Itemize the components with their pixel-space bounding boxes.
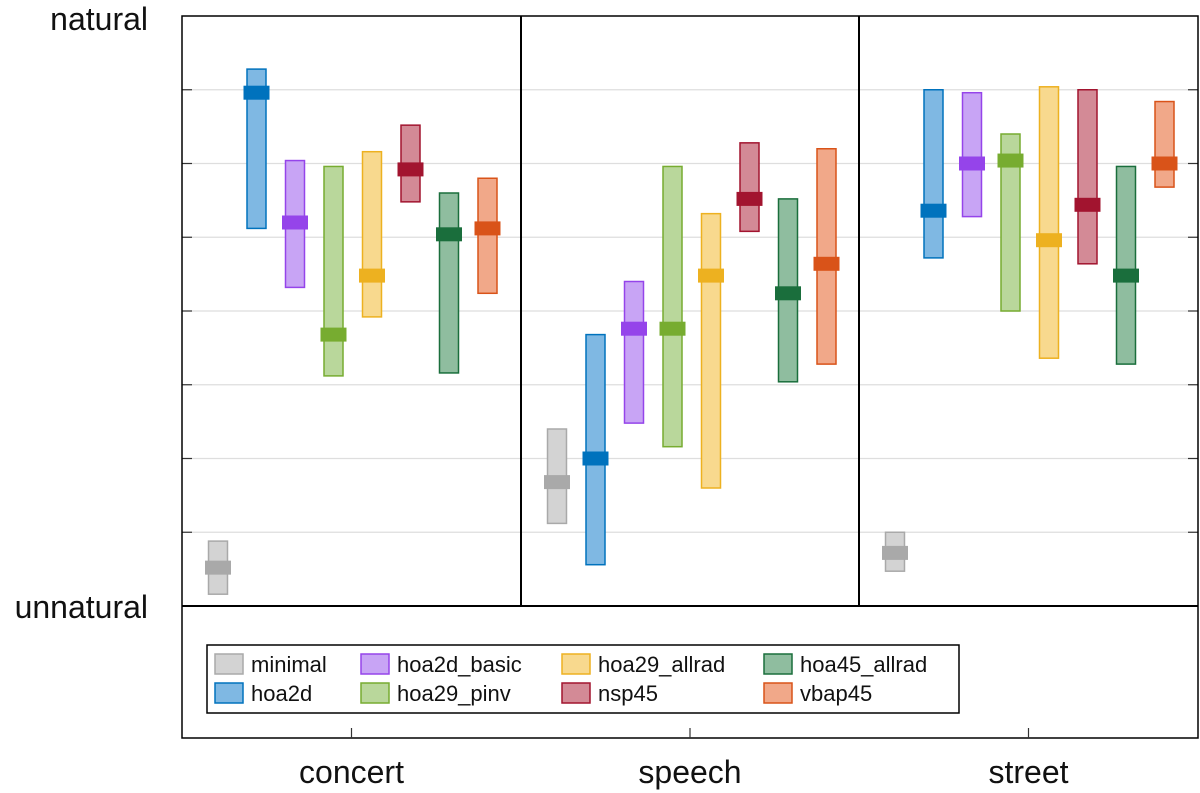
legend-swatch-nsp45 [561, 682, 591, 704]
range-bar-vbap45-concert [477, 177, 498, 295]
median-mark-vbap45-concert [474, 221, 501, 236]
range-bars [205, 68, 1178, 595]
legend-label-minimal: minimal [251, 652, 327, 677]
range-bar-hoa29_pinv-concert [323, 165, 344, 377]
median-mark-nsp45-street [1074, 197, 1101, 212]
range-bar-hoa29_pinv-speech [662, 165, 683, 448]
median-mark-hoa29_allrad-street [1036, 233, 1062, 248]
median-mark-hoa45_allrad-speech [775, 286, 801, 301]
legend-swatch-minimal [214, 653, 244, 675]
range-bar-hoa29_allrad-concert [361, 150, 383, 318]
legend-label-hoa29_allrad: hoa29_allrad [598, 652, 725, 677]
median-mark-hoa45_allrad-concert [436, 227, 462, 242]
range-bar-hoa29_allrad-speech [700, 212, 722, 489]
range-bar-nsp45-speech [739, 142, 760, 233]
legend-label-hoa45_allrad: hoa45_allrad [800, 652, 927, 677]
x-label-concert: concert [299, 754, 404, 790]
plot-frame [181, 15, 1199, 739]
median-mark-hoa2d_basic-speech [621, 321, 647, 336]
range-bar-hoa2d_basic-street [961, 91, 983, 218]
x-axis-labels: concert speech street [299, 754, 1069, 790]
range-bar-vbap45-street [1154, 100, 1175, 188]
median-mark-hoa29_allrad-speech [698, 268, 724, 283]
median-mark-hoa2d_basic-street [959, 156, 985, 171]
range-bar-hoa2d-concert [246, 68, 267, 230]
median-mark-nsp45-speech [736, 191, 763, 206]
legend-swatch-hoa29_allrad [561, 653, 591, 675]
median-mark-hoa2d-concert [243, 85, 270, 100]
legend-label-hoa2d: hoa2d [251, 681, 312, 706]
legend-label-hoa29_pinv: hoa29_pinv [397, 681, 511, 706]
legend-swatch-hoa2d [214, 682, 244, 704]
range-bar-hoa45_allrad-street [1115, 165, 1137, 365]
median-mark-hoa29_allrad-concert [359, 268, 385, 283]
median-mark-minimal-speech [544, 475, 570, 490]
median-mark-hoa45_allrad-street [1113, 268, 1139, 283]
median-mark-hoa29_pinv-street [997, 153, 1024, 168]
median-mark-minimal-street [882, 545, 908, 560]
range-bar-hoa2d_basic-speech [623, 280, 645, 424]
median-mark-vbap45-speech [813, 256, 840, 271]
median-mark-minimal-concert [205, 560, 231, 575]
median-mark-hoa2d-speech [582, 451, 609, 466]
grid-lines [182, 89, 1198, 533]
median-mark-hoa2d_basic-concert [282, 215, 308, 230]
range-bar-nsp45-street [1077, 89, 1098, 265]
legend-swatch-hoa29_pinv [360, 682, 390, 704]
legend: minimal hoa2d_basic hoa29_allrad hoa45_allr… [206, 644, 960, 714]
median-mark-nsp45-concert [397, 162, 424, 177]
median-mark-hoa2d-street [920, 203, 947, 218]
y-top-label: natural [50, 1, 148, 37]
legend-swatch-vbap45 [763, 682, 793, 704]
median-mark-vbap45-street [1151, 156, 1178, 171]
median-mark-hoa29_pinv-concert [320, 327, 347, 342]
range-bar-hoa29_pinv-street [1000, 133, 1021, 312]
range-bar-hoa45_allrad-concert [438, 192, 460, 374]
legend-items: minimal hoa2d_basic hoa29_allrad hoa45_allr… [214, 652, 927, 706]
legend-swatch-hoa45_allrad [763, 653, 793, 675]
legend-label-hoa2d_basic: hoa2d_basic [397, 652, 522, 677]
range-bar-hoa29_allrad-street [1038, 86, 1060, 359]
legend-label-nsp45: nsp45 [598, 681, 658, 706]
range-bar-vbap45-speech [816, 148, 837, 365]
legend-swatch-hoa2d_basic [360, 653, 390, 675]
x-label-speech: speech [638, 754, 741, 790]
median-mark-hoa29_pinv-speech [659, 321, 686, 336]
y-bottom-label: unnatural [15, 589, 148, 625]
range-bar-hoa2d-street [923, 89, 944, 259]
x-label-street: street [988, 754, 1068, 790]
range-bar-hoa2d-speech [585, 333, 606, 566]
legend-label-vbap45: vbap45 [800, 681, 872, 706]
